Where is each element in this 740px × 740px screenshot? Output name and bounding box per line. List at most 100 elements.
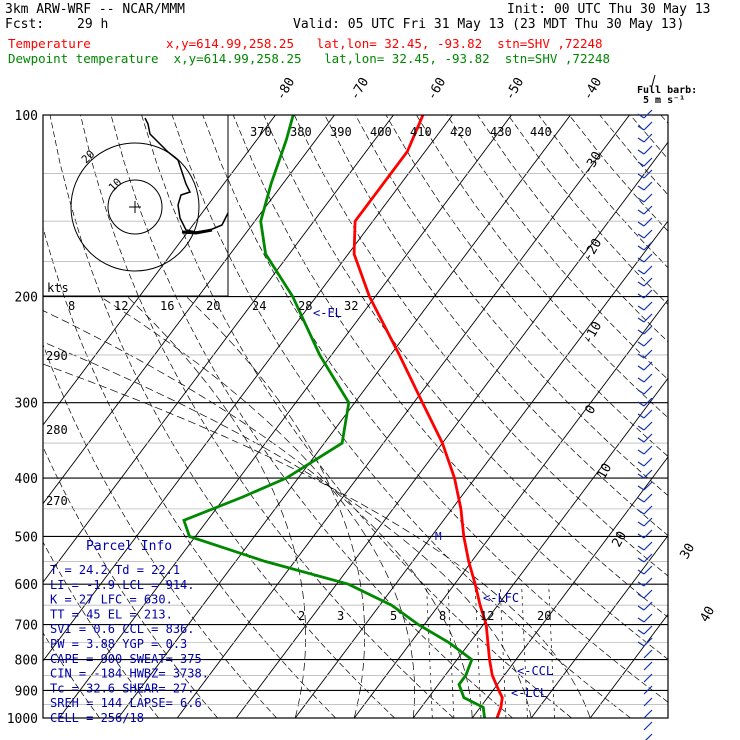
dewpoint-legend: Dewpoint temperature x,y=614.99,258.25 l…	[8, 51, 611, 66]
wind-barb-flag	[637, 509, 645, 515]
wind-barb-flag	[637, 221, 645, 227]
pressure-tick-label: 800	[15, 654, 38, 669]
wind-barb-flag	[637, 293, 645, 299]
pressure-tick-label: 100	[15, 109, 38, 124]
wind-barb	[643, 541, 653, 551]
wind-barb-flag	[637, 377, 645, 383]
isotherm-line	[589, 613, 668, 718]
isotherm-tick-label: -80	[273, 75, 298, 103]
isotherm-tick-label: -40	[580, 75, 605, 103]
wind-barb	[643, 409, 653, 419]
wind-barb	[643, 265, 653, 275]
wind-barb	[643, 697, 653, 707]
mixing-ratio-line	[548, 584, 555, 718]
pressure-tick-label: 300	[15, 397, 38, 412]
parcel-info-row: LI = -1.9 LCL = 914.	[50, 578, 195, 592]
dry-adiabat	[691, 115, 740, 718]
mixing-ratio-label: 12	[480, 609, 494, 623]
parcel-info-row: PW = 3.88 YGP = 0.3	[50, 637, 187, 651]
wind-barb	[643, 229, 653, 239]
wind-barb-flag	[637, 473, 645, 479]
theta-label-left: 280	[46, 423, 68, 437]
wind-barb-flag	[637, 617, 645, 623]
wind-barb	[643, 361, 653, 371]
wind-barb-flag	[637, 149, 645, 155]
parcel-info-row: T = 24.2 Td = 22.1	[50, 563, 180, 577]
mixing-ratio-line	[447, 584, 455, 718]
wind-barb-flag	[637, 257, 645, 263]
isotherm-line	[43, 115, 335, 505]
mixing-ratio-line	[474, 584, 482, 718]
plot-frame	[42, 114, 669, 719]
mixing-ratio-label: 3	[337, 609, 344, 623]
dewpoint-profile	[182, 115, 486, 718]
wind-barb-flag	[637, 185, 645, 191]
parcel-info-title: Parcel Info	[86, 539, 172, 554]
dry-adiabat	[722, 115, 740, 718]
isotherm-tick-label: -70	[347, 75, 372, 103]
isotherm-line	[353, 298, 668, 718]
wind-barb	[643, 589, 653, 599]
dry-adiabat	[416, 115, 668, 419]
wind-barb	[643, 337, 653, 347]
wind-barb	[643, 145, 653, 155]
wind-speed-label: 28	[298, 299, 312, 313]
wind-barb	[643, 517, 653, 527]
wind-barb-flag	[637, 317, 645, 323]
wind-barb	[643, 613, 653, 623]
wind-speed-label: 8	[68, 299, 75, 313]
wind-barb	[643, 205, 653, 215]
theta-label-left: 290	[46, 349, 68, 363]
theta-label-left: 270	[46, 494, 68, 508]
theta-label: 410	[410, 125, 432, 139]
isotherm-tick-label: 30	[677, 541, 698, 562]
mixing-ratio-line	[426, 584, 433, 718]
isotherm-tick-label: -10	[580, 319, 605, 347]
wind-speed-label: 12	[114, 299, 128, 313]
dry-adiabat	[355, 115, 668, 497]
wind-barb-flag	[637, 581, 645, 587]
wind-barb-flag	[637, 485, 645, 491]
parcel-info-row: SVI = 0.6 CCL = 836.	[50, 622, 195, 636]
hodograph-ring-label: 20	[79, 148, 98, 167]
parcel-marker-label: <-LFC	[483, 591, 519, 605]
pressure-tick-label: 900	[15, 684, 38, 699]
wind-barb-flag	[637, 125, 645, 131]
theta-label: 370	[250, 125, 272, 139]
wind-barb	[643, 685, 653, 695]
wind-barb-flag	[637, 449, 645, 455]
wind-barb-flag	[637, 113, 645, 119]
parcel-info-row: CELL = 256/18	[50, 711, 144, 725]
wind-barb-flag	[637, 365, 645, 371]
dry-adiabat	[629, 115, 668, 160]
wind-barb-flag	[637, 569, 645, 575]
dry-adiabat	[477, 115, 668, 343]
wind-barb-flag	[637, 245, 645, 251]
forecast-label: Fcst:	[5, 17, 45, 32]
surface-parcel-marker: M	[435, 530, 442, 543]
plot-area	[43, 115, 740, 718]
wind-speed-label: 24	[252, 299, 266, 313]
wind-barb	[643, 181, 653, 191]
full-barb-value: 5 m s⁻¹	[643, 95, 685, 106]
forecast-hour: 29 h	[77, 17, 109, 32]
wind-barb	[643, 385, 653, 395]
wind-barb	[643, 649, 653, 659]
wind-barb	[643, 313, 653, 323]
isotherm-line	[43, 115, 394, 584]
wind-barb	[643, 601, 653, 611]
wind-barb-flag	[637, 401, 645, 407]
parcel-info-row: SREH = 144 LAPSE= 6.6	[50, 696, 202, 710]
wind-barb	[643, 673, 653, 683]
wind-barb-flag	[637, 305, 645, 311]
wind-barb	[643, 565, 653, 575]
dry-adiabat	[660, 115, 668, 124]
wind-barb	[643, 121, 653, 131]
wind-barb-flag	[637, 605, 645, 611]
isotherm-line	[117, 115, 571, 718]
isotherm-tick-label: 0	[582, 403, 599, 417]
parcel-info-row: CIN = -184 HWBZ= 3738.	[50, 667, 209, 681]
pressure-tick-label: 200	[15, 291, 38, 306]
parcel-info-row: Tc = 32.6 SHEAR= 27.	[50, 681, 195, 695]
wind-barb	[643, 493, 653, 503]
